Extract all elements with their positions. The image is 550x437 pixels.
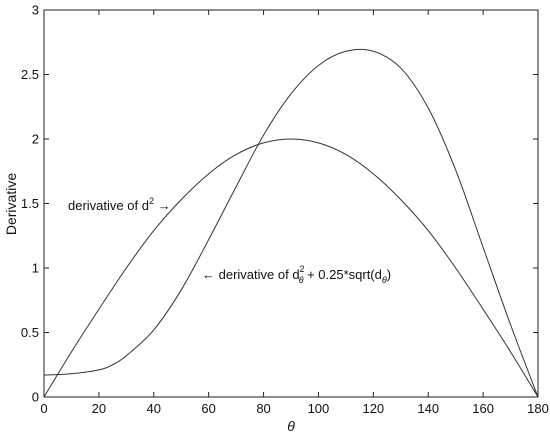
annotation-1-sup: 2	[149, 196, 154, 206]
annotation-2-sup: 2	[300, 264, 305, 274]
x-tick-label: 140	[417, 401, 439, 416]
x-axis-label: θ	[287, 418, 295, 434]
annotation-2-suffix: + 0.25*sqrt(d	[303, 267, 381, 282]
x-tick-label: 160	[472, 401, 494, 416]
annotation-2-sub: θ	[299, 275, 304, 285]
x-tick-label: 80	[256, 401, 270, 416]
tick-group: 0 20 40 60 80 100 120 140 160 180 0 0.5 1 1.5 2 2.5 3	[21, 3, 549, 417]
annotation-2-sub2: θ	[382, 275, 387, 285]
x-tick-label: 0	[40, 401, 47, 416]
x-tick-label: 40	[147, 401, 161, 416]
series-line-1	[43, 138, 539, 398]
x-tick-label: 60	[201, 401, 215, 416]
y-tick-label: 2.5	[21, 67, 39, 82]
y-tick-label: 0.5	[21, 325, 39, 340]
annotation-1-text: derivative of d	[68, 198, 149, 213]
y-tick-label: 1.5	[21, 196, 39, 211]
annotation-2-end: )	[387, 267, 391, 282]
series-line-2	[43, 48, 539, 398]
x-tick-label: 180	[527, 401, 549, 416]
y-tick-label: 1	[32, 261, 39, 276]
x-tick-label: 20	[92, 401, 106, 416]
annotation-1: derivative of d2 →	[68, 196, 171, 213]
x-tick-label: 120	[362, 401, 384, 416]
x-tick-label: 100	[308, 401, 330, 416]
series-group	[43, 48, 539, 398]
annotation-2: ← derivative of d2 θ + 0.25*sqrt(dθ)	[202, 264, 391, 285]
annotation-2-text: ← derivative of d	[202, 267, 300, 282]
annotation-1-suffix: →	[154, 198, 171, 213]
y-tick-label: 3	[32, 3, 39, 18]
y-tick-label: 0	[32, 390, 39, 405]
y-axis-label: Derivative	[3, 173, 19, 235]
y-tick-label: 2	[32, 132, 39, 147]
